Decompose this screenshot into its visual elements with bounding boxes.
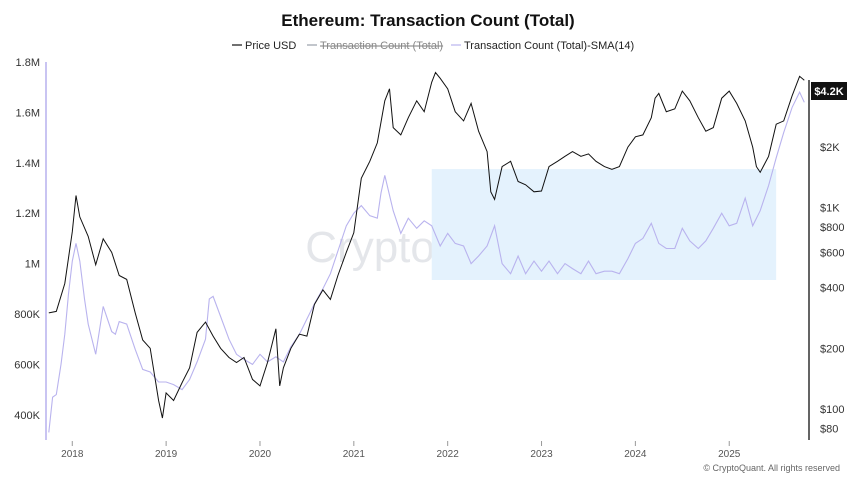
legend: Price USD Transaction Count (Total) Tran… xyxy=(232,40,634,52)
left-tick-label: 1.8M xyxy=(16,57,40,69)
x-tick-label: 2019 xyxy=(155,449,178,460)
right-tick-label: $100 xyxy=(820,404,844,416)
legend-item-sma[interactable]: Transaction Count (Total)-SMA(14) xyxy=(464,40,634,52)
current-price-badge-bg xyxy=(811,82,847,100)
left-axis-ticks: 400K 600K 800K 1M 1.2M 1.4M 1.6M 1.8M xyxy=(14,57,40,422)
highlight-region xyxy=(431,169,777,280)
right-tick-label: $200 xyxy=(820,343,844,355)
x-tick-label: 2023 xyxy=(530,449,553,460)
right-tick-label: $1K xyxy=(820,203,840,215)
series-line-price-usd xyxy=(48,71,805,419)
left-tick-label: 1.6M xyxy=(16,107,40,119)
left-tick-label: 400K xyxy=(14,410,40,422)
legend-item-tx-count[interactable]: Transaction Count (Total) xyxy=(320,40,443,52)
chart-title: Ethereum: Transaction Count (Total) xyxy=(281,11,574,30)
right-tick-label: $800 xyxy=(820,222,844,234)
x-tick-label: 2018 xyxy=(61,449,84,460)
right-tick-label: $2K xyxy=(820,142,840,154)
x-tick-label: 2024 xyxy=(624,449,647,460)
left-tick-label: 600K xyxy=(14,359,40,371)
current-price-label: $4.2K xyxy=(814,86,843,98)
right-tick-label: $400 xyxy=(820,283,844,295)
x-tick-label: 2021 xyxy=(343,449,366,460)
series-line-tx-count-sma xyxy=(48,90,805,433)
x-tick-label: 2025 xyxy=(718,449,741,460)
x-tick-label: 2022 xyxy=(437,449,460,460)
left-tick-label: 1.2M xyxy=(16,208,40,220)
right-axis-ticks: $80 $100 $200 $400 $600 $800 $1K $2K xyxy=(820,142,844,435)
x-axis-ticks: 2018 2019 2020 2021 2022 2023 2024 2025 xyxy=(61,441,741,460)
left-tick-label: 800K xyxy=(14,309,40,321)
current-price-badge: $4.2K xyxy=(811,82,847,100)
left-tick-label: 1M xyxy=(25,259,40,271)
left-tick-label: 1.4M xyxy=(16,158,40,170)
copyright-credit: © CryptoQuant. All rights reserved xyxy=(703,463,840,473)
right-tick-label: $80 xyxy=(820,423,838,435)
x-tick-label: 2020 xyxy=(249,449,272,460)
right-tick-label: $600 xyxy=(820,247,844,259)
legend-item-price[interactable]: Price USD xyxy=(245,40,296,52)
